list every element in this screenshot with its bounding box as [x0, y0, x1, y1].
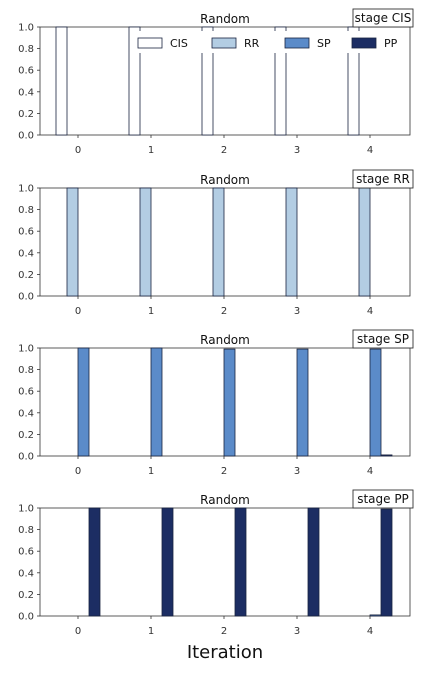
plot-frame — [39, 507, 411, 617]
legend-swatch-pp — [351, 37, 377, 49]
y-tick-label: 0.6 — [18, 227, 34, 238]
x-tick-label: 4 — [367, 306, 373, 317]
panel-4: 0.0 0.2 0.4 0.6 0.8 1.0 0 1 2 3 4 Random stage PP — [18, 489, 414, 637]
y-tick-label: 0.6 — [18, 547, 34, 558]
y-tick-label: 0.2 — [18, 430, 34, 441]
panel-title: Random — [200, 493, 250, 507]
y-tick-label: 0.2 — [18, 590, 34, 601]
bar-rr-1 — [139, 187, 152, 297]
x-tick-label: 1 — [148, 626, 154, 637]
x-axis-label: Iteration — [187, 642, 263, 663]
bar-pp-4 — [380, 454, 393, 457]
bar-pp-2 — [234, 507, 247, 617]
plot-frame — [39, 187, 411, 297]
bar-cis-2 — [201, 26, 214, 136]
legend-label-cis: CIS — [170, 37, 188, 50]
legend-label-pp: PP — [384, 37, 398, 50]
legend-swatch-cis — [137, 37, 163, 49]
legend-swatch-sp — [284, 37, 310, 49]
legend-background — [130, 31, 409, 53]
x-tick-label: 3 — [294, 145, 300, 156]
bar-sp-2 — [223, 348, 236, 457]
bar-rr-0 — [66, 187, 79, 297]
y-tick-label: 1.0 — [18, 344, 34, 355]
legend-swatch-rr — [211, 37, 237, 49]
bar-pp-0 — [88, 507, 101, 617]
bar-rr-2 — [212, 187, 225, 297]
bar-sp-3 — [296, 348, 309, 457]
legend: CIS RR SP PP — [130, 31, 409, 53]
x-tick-label: 4 — [367, 466, 373, 477]
panels: 0.0 0.2 0.4 0.6 0.8 1.0 0 1 2 3 4 Random stage CIS CI… — [18, 8, 414, 637]
stage-box — [352, 8, 414, 28]
y-tick-label: 0.4 — [18, 408, 34, 419]
x-tick-label: 2 — [221, 145, 227, 156]
panel-title: Random — [200, 12, 250, 26]
y-tick-label: 0.0 — [18, 292, 34, 303]
y-tick-label: 0.0 — [18, 131, 34, 142]
panel-2: 0.0 0.2 0.4 0.6 0.8 1.0 0 1 2 3 4 Random stage RR — [18, 169, 414, 317]
y-tick-label: 0.4 — [18, 248, 34, 259]
panel-title: Random — [200, 333, 250, 347]
plot-frame — [39, 26, 411, 136]
x-tick-label: 4 — [367, 145, 373, 156]
x-tick-label: 0 — [75, 306, 81, 317]
stage-box — [352, 489, 414, 509]
y-tick-label: 1.0 — [18, 23, 34, 34]
y-tick-label: 0.4 — [18, 568, 34, 579]
x-tick-label: 3 — [294, 626, 300, 637]
y-tick-label: 0.2 — [18, 109, 34, 120]
x-tick-label: 1 — [148, 306, 154, 317]
bar-sp-0 — [77, 347, 90, 457]
y-tick-label: 0.2 — [18, 270, 34, 281]
x-tick-label: 0 — [75, 466, 81, 477]
bar-pp-4 — [380, 508, 393, 617]
y-tick-label: 0.8 — [18, 365, 34, 376]
bar-sp-4 — [369, 614, 382, 617]
stage-label: stage RR — [356, 172, 410, 186]
y-tick-label: 1.0 — [18, 184, 34, 195]
bar-pp-1 — [161, 507, 174, 617]
bar-sp-1 — [150, 347, 163, 457]
y-tick-label: 0.0 — [18, 452, 34, 463]
y-tick-label: 0.4 — [18, 87, 34, 98]
x-tick-label: 2 — [221, 466, 227, 477]
x-tick-label: 1 — [148, 145, 154, 156]
y-tick-label: 1.0 — [18, 504, 34, 515]
bar-cis-3 — [274, 26, 287, 136]
y-tick-label: 0.8 — [18, 205, 34, 216]
bar-cis-0 — [55, 26, 68, 136]
stage-box — [352, 169, 414, 189]
x-tick-label: 0 — [75, 145, 81, 156]
x-tick-label: 4 — [367, 626, 373, 637]
panel-3: 0.0 0.2 0.4 0.6 0.8 1.0 0 1 2 3 4 Random stage SP — [18, 329, 414, 477]
y-tick-label: 0.6 — [18, 66, 34, 77]
bar-cis-1 — [128, 26, 141, 136]
x-tick-label: 3 — [294, 466, 300, 477]
y-tick-label: 0.6 — [18, 387, 34, 398]
panel-1: 0.0 0.2 0.4 0.6 0.8 1.0 0 1 2 3 4 Random stage CIS CI… — [18, 8, 414, 156]
stage-box — [352, 329, 414, 349]
bar-sp-4 — [369, 348, 382, 457]
stage-label: stage CIS — [355, 11, 412, 25]
y-tick-label: 0.8 — [18, 44, 34, 55]
legend-label-sp: SP — [317, 37, 331, 50]
bar-rr-3 — [285, 187, 298, 297]
x-tick-label: 3 — [294, 306, 300, 317]
y-tick-label: 0.8 — [18, 525, 34, 536]
bar-rr-4 — [358, 187, 371, 297]
stage-label: stage SP — [357, 332, 409, 346]
y-tick-label: 0.0 — [18, 612, 34, 623]
x-tick-label: 0 — [75, 626, 81, 637]
stage-label: stage PP — [357, 492, 409, 506]
panel-title: Random — [200, 173, 250, 187]
bar-pp-3 — [307, 507, 320, 617]
x-tick-label: 2 — [221, 626, 227, 637]
legend-label-rr: RR — [244, 37, 260, 50]
x-tick-label: 2 — [221, 306, 227, 317]
x-tick-label: 1 — [148, 466, 154, 477]
